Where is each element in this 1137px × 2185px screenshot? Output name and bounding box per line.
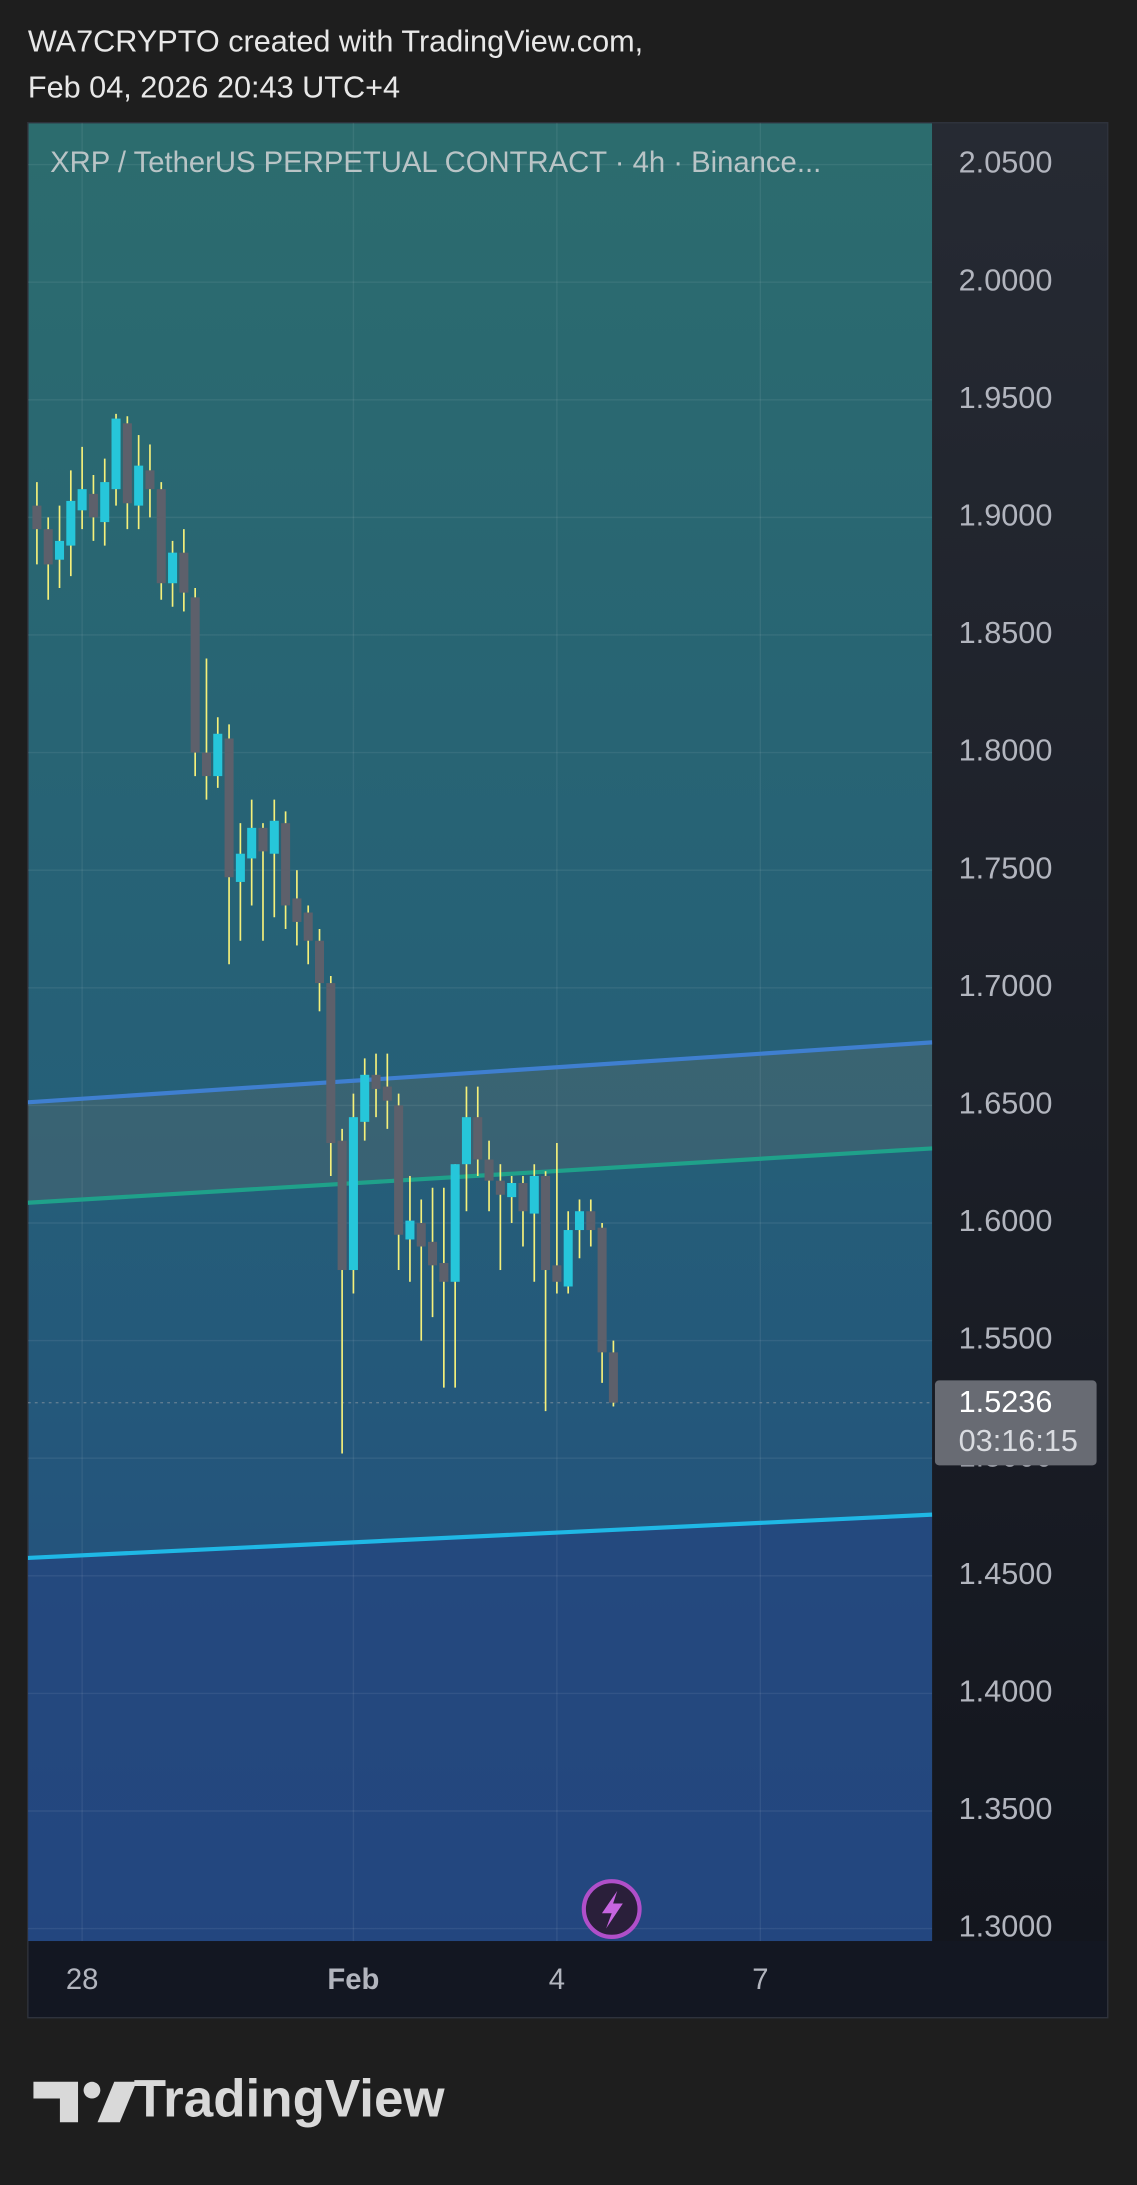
trend-line <box>27 1512 933 1561</box>
price-label-box <box>934 1380 1097 1466</box>
candle-body <box>416 1222 426 1247</box>
candle-body <box>281 823 291 906</box>
candle-body <box>371 1074 381 1089</box>
candle-body <box>518 1183 528 1212</box>
candle-body <box>326 983 336 1144</box>
candle-body <box>428 1241 438 1266</box>
date-line: Feb 04, 2026 20:43 UTC+4 <box>28 70 400 104</box>
candle-body <box>224 738 234 878</box>
candle-body <box>461 1117 471 1165</box>
candle-body <box>574 1211 585 1231</box>
candle-body <box>32 505 42 530</box>
candle-body <box>43 529 53 565</box>
candle-body <box>66 500 76 546</box>
candle-body <box>258 827 268 852</box>
candle-body <box>484 1159 494 1181</box>
candle-body <box>529 1175 539 1214</box>
candle-body <box>292 898 302 922</box>
x-tick-label: 28 <box>66 1964 99 1996</box>
chart-title: XRP / TetherUS PERPETUAL CONTRACT · 4h ·… <box>50 147 821 179</box>
candle-body <box>235 853 245 882</box>
brand: TradingView <box>134 2070 446 2129</box>
y-tick-label: 1.6500 <box>959 1086 1053 1120</box>
y-tick-label: 1.3000 <box>959 1910 1053 1944</box>
candle-body <box>134 465 144 506</box>
candle-body <box>179 552 189 593</box>
candle-body <box>348 1117 358 1271</box>
price-axis-background <box>932 122 1108 1942</box>
candle-body <box>541 1175 551 1271</box>
candle-body <box>337 1140 347 1271</box>
candle-body <box>360 1074 370 1122</box>
candle-body <box>269 820 279 854</box>
y-tick-label: 2.0000 <box>959 263 1053 297</box>
chart-frame <box>27 122 1109 2019</box>
price-label: 1.5236 <box>959 1385 1053 1419</box>
candle-body <box>597 1227 607 1353</box>
y-tick-label: 1.8000 <box>959 734 1053 768</box>
zone-lower <box>27 1514 933 1942</box>
candle-body <box>54 540 65 560</box>
candle-body <box>382 1086 392 1101</box>
y-tick-label: 1.4500 <box>959 1557 1053 1591</box>
candle-body <box>168 552 178 584</box>
y-tick-label: 2.0500 <box>959 146 1053 180</box>
x-tick-label: 7 <box>752 1964 768 1996</box>
candle-body <box>563 1230 573 1287</box>
candle-body <box>213 733 223 777</box>
x-tick-label: Feb <box>327 1964 379 1996</box>
candle-body <box>405 1220 415 1240</box>
candle-body <box>473 1117 483 1160</box>
author-line: WA7CRYPTO created with TradingView.com, <box>28 24 643 58</box>
y-tick-label: 1.8500 <box>959 616 1053 650</box>
y-tick-label: 1.7500 <box>959 851 1053 885</box>
candle-body <box>88 493 98 518</box>
candle-body <box>495 1180 505 1195</box>
y-tick-label: 1.6000 <box>959 1204 1053 1238</box>
y-tick-label: 1.9500 <box>959 381 1053 415</box>
y-tick-label: 1.3500 <box>959 1792 1053 1826</box>
candle-body <box>507 1183 517 1198</box>
time-axis-background <box>27 1941 1108 2018</box>
candle-body <box>100 482 110 523</box>
trend-line <box>27 1040 933 1105</box>
candle-body <box>77 489 87 511</box>
candle-body <box>586 1211 596 1231</box>
candle-body <box>190 597 200 753</box>
candle-body <box>439 1262 449 1282</box>
candle-body <box>450 1164 460 1282</box>
candle-body <box>247 827 257 859</box>
x-tick-label: 4 <box>549 1964 565 1996</box>
tradingview-logo <box>33 2081 137 2123</box>
candle-body <box>608 1352 618 1403</box>
y-tick-label: 1.7000 <box>959 969 1053 1003</box>
trend-line <box>27 1146 933 1205</box>
candle-body <box>201 752 211 777</box>
candle-body <box>303 912 313 941</box>
candle-body <box>394 1105 404 1235</box>
candle-body <box>111 418 121 490</box>
grid <box>27 122 933 1942</box>
candle-body <box>156 489 166 584</box>
countdown: 03:16:15 <box>959 1424 1078 1458</box>
candle-body <box>314 940 325 984</box>
candles <box>32 413 618 1454</box>
lightning-icon <box>581 1879 642 1939</box>
trend-lines <box>27 1040 933 1561</box>
candle-body <box>145 470 155 490</box>
y-tick-label: 1.5500 <box>959 1322 1053 1356</box>
candle-body <box>552 1265 562 1282</box>
y-tick-label: 1.9000 <box>959 498 1053 532</box>
candle-body <box>122 423 132 504</box>
y-tick-label: 1.4000 <box>959 1674 1053 1708</box>
axes: 2.0500 2.0000 1.9500 1.9000 1.8500 1.8000 1.75… <box>66 146 1097 1996</box>
